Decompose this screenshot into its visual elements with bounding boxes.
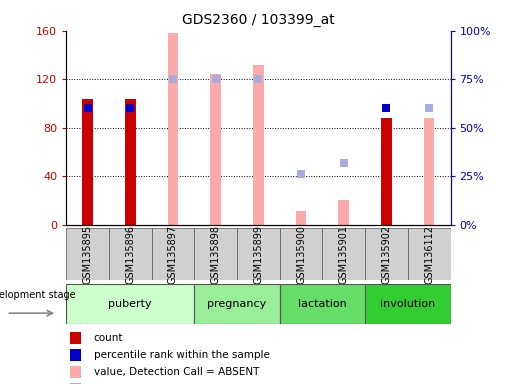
Text: GSM135897: GSM135897 — [168, 225, 178, 284]
Text: GSM135899: GSM135899 — [253, 225, 263, 284]
FancyBboxPatch shape — [109, 228, 152, 280]
Bar — [167, 33, 178, 225]
FancyBboxPatch shape — [280, 228, 322, 280]
Text: GSM136112: GSM136112 — [424, 225, 434, 284]
Bar — [210, 74, 221, 225]
Bar — [70, 332, 81, 344]
Text: lactation: lactation — [298, 299, 347, 310]
FancyBboxPatch shape — [195, 284, 280, 324]
Bar — [125, 99, 136, 225]
FancyBboxPatch shape — [152, 228, 195, 280]
Bar — [424, 118, 435, 225]
Text: puberty: puberty — [109, 299, 152, 310]
Text: involution: involution — [380, 299, 436, 310]
Text: development stage: development stage — [0, 290, 76, 300]
FancyBboxPatch shape — [322, 228, 365, 280]
Text: value, Detection Call = ABSENT: value, Detection Call = ABSENT — [94, 367, 259, 377]
Title: GDS2360 / 103399_at: GDS2360 / 103399_at — [182, 13, 335, 27]
FancyBboxPatch shape — [365, 228, 408, 280]
Bar — [339, 200, 349, 225]
Bar — [82, 99, 93, 225]
Bar — [70, 366, 81, 378]
Bar — [381, 118, 392, 225]
Bar — [253, 65, 264, 225]
Text: GSM135901: GSM135901 — [339, 225, 349, 284]
FancyBboxPatch shape — [365, 284, 450, 324]
Text: GSM135902: GSM135902 — [382, 225, 392, 284]
Text: count: count — [94, 333, 123, 343]
FancyBboxPatch shape — [237, 228, 280, 280]
Bar — [70, 349, 81, 361]
Text: GSM135900: GSM135900 — [296, 225, 306, 284]
Bar — [70, 383, 81, 384]
Text: pregnancy: pregnancy — [207, 299, 267, 310]
FancyBboxPatch shape — [195, 228, 237, 280]
FancyBboxPatch shape — [66, 228, 109, 280]
FancyBboxPatch shape — [66, 284, 195, 324]
Text: GSM135895: GSM135895 — [83, 225, 93, 284]
Text: percentile rank within the sample: percentile rank within the sample — [94, 350, 270, 360]
Text: GSM135898: GSM135898 — [211, 225, 220, 284]
Text: GSM135896: GSM135896 — [125, 225, 135, 284]
FancyBboxPatch shape — [408, 228, 450, 280]
Bar — [296, 211, 306, 225]
FancyBboxPatch shape — [280, 284, 365, 324]
